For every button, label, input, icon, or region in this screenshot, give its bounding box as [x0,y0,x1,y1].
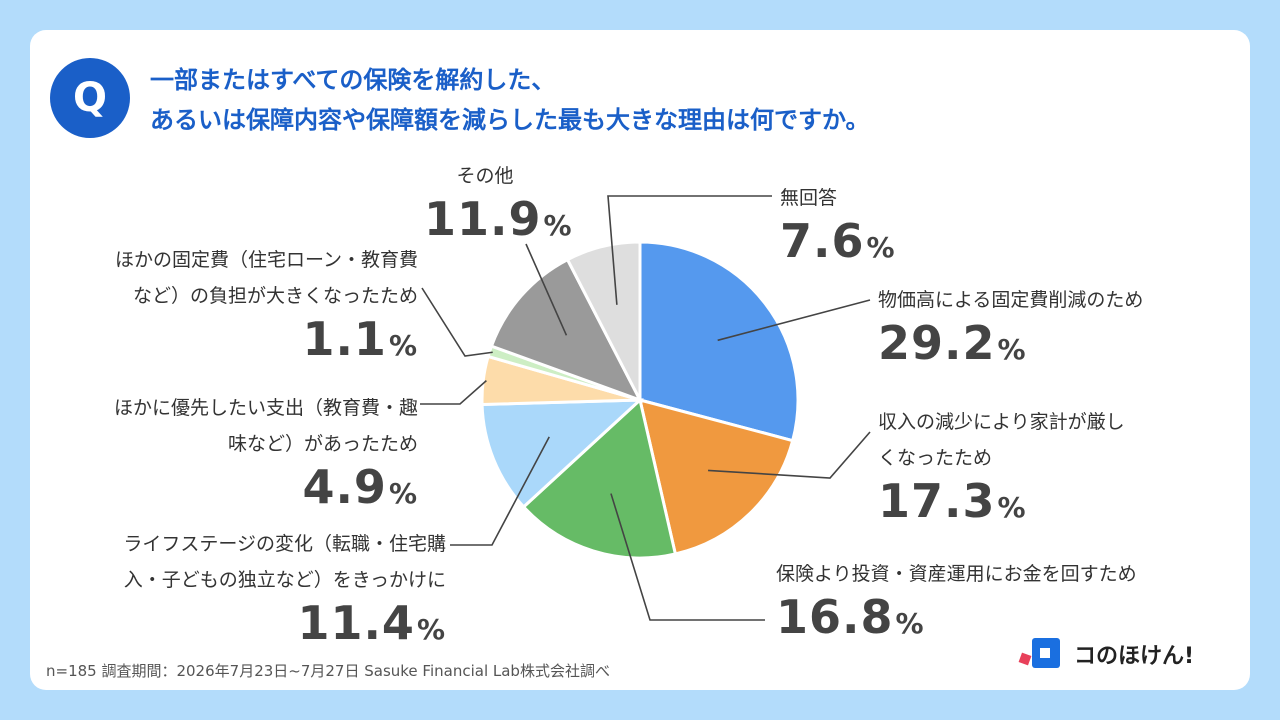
leader-line [450,436,550,546]
pie-slice [480,398,644,510]
slice-percentage: 29.2% [878,316,1027,370]
slice-label-fixed-cost-reduction: 物価高による固定費削減のため 29.2% [878,282,1143,375]
leader-line [420,380,487,405]
slice-name: 物価高による固定費削減のため [878,289,1144,311]
pie-slice [521,397,678,560]
slice-label-no-answer: 無回答 7.6% [780,180,896,273]
leader-line [421,287,493,357]
slice-name-line-1: 収入の減少により家計が厳し [878,411,1125,433]
pie-slice [638,240,800,443]
slice-percentage: 1.1% [302,312,418,366]
question-badge: Q [50,58,130,138]
slice-name: 無回答 [780,187,838,209]
question-title-line-2: あるいは保障内容や保障額を減らした最も大きな理由は何ですか。 [150,106,870,134]
slice-percentage: 4.9% [302,460,418,514]
leader-line [610,493,765,621]
slice-percentage: 17.3% [878,474,1027,528]
slice-percentage: 11.9% [424,192,573,246]
brand-logo: コのほけん! [1018,636,1194,672]
slice-name-line-2: 入・子どもの独立など）をきっかけに [123,569,446,591]
leader-line [708,431,871,479]
slice-label-income-decrease: 収入の減少により家計が厳し くなったため 17.3% [878,404,1125,533]
slice-name-line-2: くなったため [878,447,993,469]
slice-percentage: 16.8% [776,590,925,644]
slice-label-other-spending: ほかに優先したい支出（教育費・趣 味など）があったため 4.9% [114,390,418,519]
slice-name: その他 [456,165,514,187]
leader-line [717,299,871,342]
slice-name-line-2: 味など）があったため [227,433,418,455]
slice-name-line-2: など）の負担が大きくなったため [132,285,418,307]
logo-text: コのほけん! [1074,644,1195,669]
pie-slice [565,240,642,401]
slice-name-line-1: ライフステージの変化（転職・住宅購 [123,533,446,555]
slice-label-other: その他 11.9% [424,158,573,251]
logo-icon [1018,636,1066,672]
slice-label-other-fixed-cost: ほかの固定費（住宅ローン・教育費 など）の負担が大きくなったため 1.1% [115,242,418,371]
slice-percentage: 7.6% [780,214,896,268]
slice-name: 保険より投資・資産運用にお金を回すため [776,563,1137,585]
slice-label-investment: 保険より投資・資産運用にお金を回すため 16.8% [776,556,1137,649]
pie-slice [637,397,795,556]
slice-label-life-stage: ライフステージの変化（転職・住宅購 入・子どもの独立など）をきっかけに 11.4… [123,526,446,655]
leader-line [525,243,568,336]
slice-name-line-1: ほかの固定費（住宅ローン・教育費 [114,249,418,271]
question-title-line-1: 一部またはすべての保険を解約した、 [150,66,556,94]
slice-percentage: 11.4% [297,596,446,650]
leader-line [607,195,772,305]
slice-name-line-1: ほかに優先したい支出（教育費・趣 [113,397,418,419]
survey-note: n=185 調査期間：2026年7月23日~7月27日 Sasuke Finan… [46,662,610,680]
question-title: 一部またはすべての保険を解約した、 あるいは保障内容や保障額を減らした最も大きな… [150,60,870,140]
pie-slice [489,257,644,403]
